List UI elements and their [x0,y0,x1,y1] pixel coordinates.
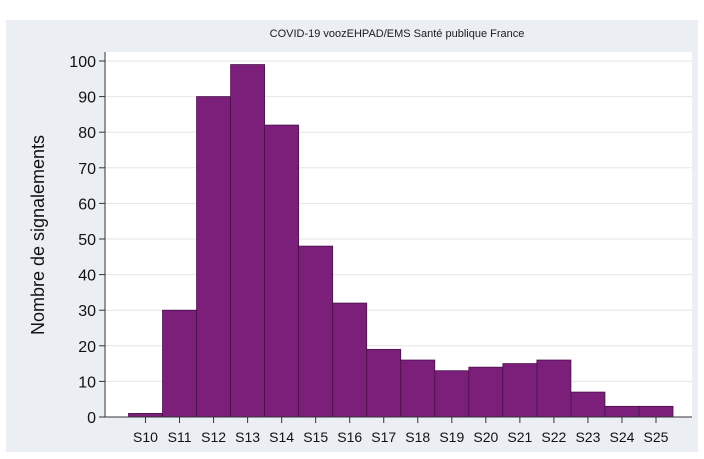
chart-title: COVID-19 voozEHPAD/EMS Santé publique Fr… [270,28,525,40]
bars [128,64,674,418]
bar-s18 [400,359,436,418]
y-tick-label: 40 [78,268,96,285]
bar-s14 [264,124,300,418]
bar-s22 [536,359,572,418]
y-tick-label: 50 [78,232,96,249]
bar-s23 [570,391,606,418]
bar-s21 [502,363,538,418]
y-axis-label: Nombre de signalements [28,135,48,335]
bar-chart: COVID-19 voozEHPAD/EMS Santé publique Fr… [28,28,692,445]
bar-s20 [468,366,504,418]
bar-s10 [128,413,163,418]
x-tick-label: S24 [609,429,634,445]
bar-s11 [162,309,197,418]
x-tick-label: S18 [405,429,430,445]
y-tick-label: 20 [78,339,96,356]
x-tick-label: S14 [269,429,294,445]
bar-s15 [298,245,334,418]
x-axis: S10 S11 S12 S13 S14 S15 S16 S17 S18 S19 S20 S21 S22 S… [105,416,692,445]
x-tick-label: S15 [303,429,328,445]
y-tick-label: 10 [78,374,96,391]
bar-s25 [638,405,674,418]
bar-s13 [230,64,266,418]
x-tick-label: S20 [473,429,498,445]
x-tick-label: S21 [507,429,532,445]
y-tick-label: 0 [87,410,96,427]
x-tick-label: S22 [541,429,566,445]
x-tick-label: S11 [168,429,192,445]
y-tick-label: 100 [69,54,96,71]
x-tick-label: S19 [439,429,464,445]
y-tick-label: 70 [78,161,96,178]
x-tick-label: S13 [235,429,260,445]
bar-s19 [434,370,470,418]
y-tick-label: 90 [78,90,96,107]
x-tick-label: S23 [575,429,600,445]
x-tick-label: S16 [337,429,362,445]
y-axis: 0 10 20 30 40 50 60 70 80 90 100 [69,52,106,427]
x-tick-label: S17 [371,429,396,445]
bar-s12 [196,96,231,418]
bar-s16 [332,302,368,418]
bar-s17 [366,348,402,418]
x-tick-label: S10 [133,429,158,445]
x-tick-label: S12 [201,429,226,445]
y-tick-label: 60 [78,196,96,213]
chart-figure: COVID-19 voozEHPAD/EMS Santé publique Fr… [6,20,698,452]
x-tick-label: S25 [644,429,669,445]
y-tick-label: 80 [78,125,96,142]
bar-s24 [604,405,640,418]
y-tick-label: 30 [78,303,96,320]
